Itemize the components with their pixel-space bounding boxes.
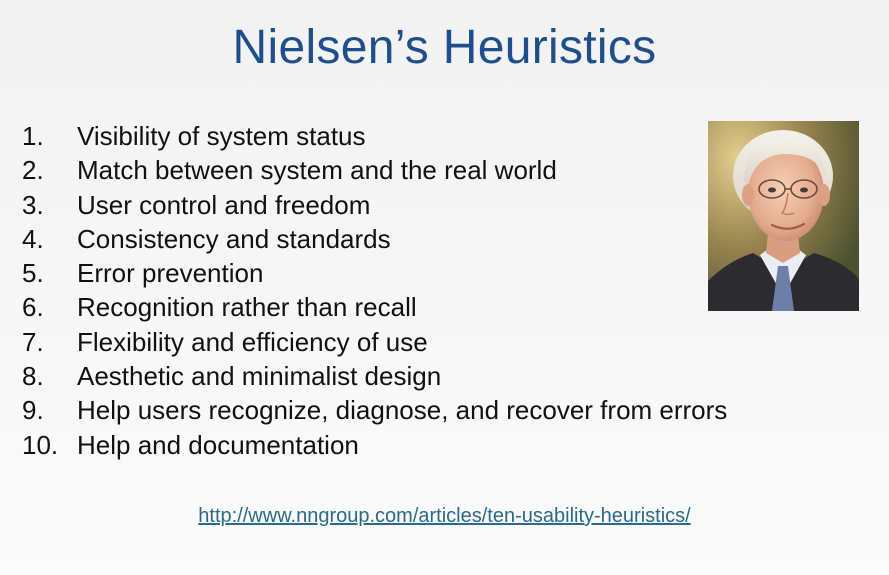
item-text: Help users recognize, diagnose, and reco… — [77, 395, 728, 426]
item-number: 1. — [22, 121, 44, 151]
item-text: Error prevention — [77, 258, 264, 289]
heuristics-list: 1. Visibility of system status 2. Match be… — [22, 119, 727, 462]
list-item: 10. Help and documentation — [22, 428, 727, 462]
item-number: 10. — [22, 429, 59, 460]
reference-link[interactable]: http://www.nngroup.com/articles/ten-usab… — [198, 505, 691, 527]
item-text: Help and documentation — [77, 429, 359, 460]
item-text: Recognition rather than recall — [77, 292, 417, 323]
list-item: 4. Consistency and standards — [22, 222, 727, 256]
list-item: 6. Recognition rather than recall — [22, 290, 727, 324]
item-text: Consistency and standards — [77, 223, 391, 254]
item-number: 4. — [22, 223, 44, 254]
portrait-illustration — [708, 121, 859, 311]
list-item: 1. Visibility of system status — [22, 119, 727, 153]
item-number: 5. — [22, 258, 44, 289]
item-number: 7. — [22, 326, 44, 357]
list-item: 8. Aesthetic and minimalist design — [22, 359, 727, 393]
item-number: 8. — [22, 361, 44, 392]
item-number: 9. — [22, 395, 44, 426]
item-number: 6. — [22, 292, 44, 323]
list-item: 5. Error prevention — [22, 256, 727, 290]
list-item: 9. Help users recognize, diagnose, and re… — [22, 393, 727, 427]
item-text: Visibility of system status — [77, 121, 366, 151]
list-item: 2. Match between system and the real worl… — [22, 153, 727, 187]
item-number: 3. — [22, 189, 44, 220]
list-item: 3. User control and freedom — [22, 188, 727, 222]
item-text: Flexibility and efficiency of use — [77, 326, 428, 357]
portrait-photo — [708, 121, 859, 311]
list-item: 7. Flexibility and efficiency of use — [22, 325, 727, 359]
item-number: 2. — [22, 155, 44, 186]
item-text: Match between system and the real world — [77, 155, 557, 186]
item-text: User control and freedom — [77, 189, 371, 220]
slide-title: Nielsen’s Heuristics — [232, 21, 657, 74]
item-text: Aesthetic and minimalist design — [77, 361, 442, 392]
